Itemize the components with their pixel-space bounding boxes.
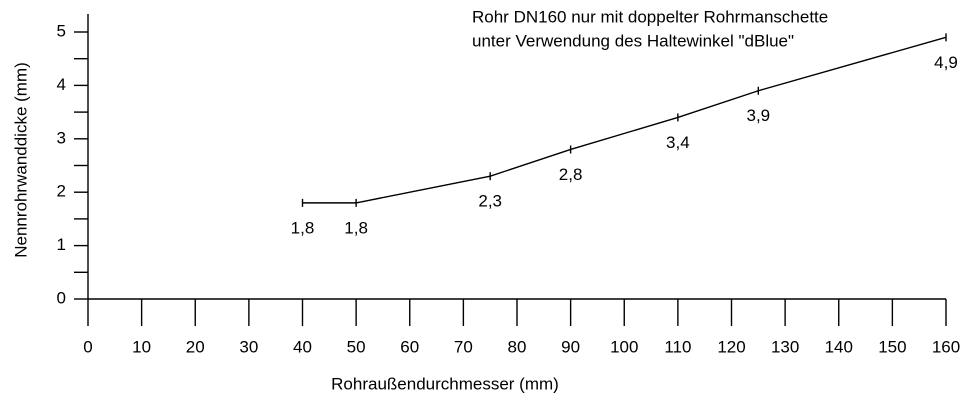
y-tick-label: 5	[57, 21, 66, 40]
x-tick-label: 30	[239, 337, 258, 356]
y-axis-label: Nennrohrwanddicke (mm)	[11, 62, 30, 258]
x-tick-label: 150	[878, 337, 906, 356]
y-tick-label: 2	[57, 182, 66, 201]
x-tick-label: 20	[186, 337, 205, 356]
x-tick-label: 40	[293, 337, 312, 356]
y-tick-label: 1	[57, 235, 66, 254]
x-tick-label: 70	[454, 337, 473, 356]
x-tick-label: 110	[664, 337, 691, 356]
data-label: 3,4	[666, 133, 690, 152]
x-tick-label: 160	[932, 337, 960, 356]
data-label: 2,3	[478, 192, 502, 211]
data-label: 1,8	[291, 218, 315, 237]
y-tick-label: 0	[57, 288, 66, 307]
data-label: 4,9	[934, 53, 958, 72]
x-tick-label: 100	[610, 337, 638, 356]
line	[302, 36, 947, 204]
data-label: 3,9	[746, 106, 770, 125]
annotation: Rohr DN160 nur mit doppelter Rohrmansche…	[472, 7, 828, 26]
x-tick-label: 0	[83, 337, 92, 356]
x-axis-label: Rohraußendurchmesser (mm)	[331, 374, 559, 393]
data-label: 1,8	[344, 218, 368, 237]
x-tick-label: 10	[132, 337, 151, 356]
x-tick-label: 140	[825, 337, 853, 356]
annotation: unter Verwendung des Haltewinkel "dBlue"	[472, 31, 794, 50]
x-tick-label: 80	[508, 337, 527, 356]
x-tick-label: 120	[717, 337, 745, 356]
y-tick-label: 3	[57, 128, 66, 147]
x-tick-label: 130	[771, 337, 799, 356]
x-tick-label: 60	[400, 337, 419, 356]
x-tick-label: 90	[561, 337, 580, 356]
y-tick-label: 4	[57, 75, 66, 94]
data-label: 2,8	[559, 165, 583, 184]
x-tick-label: 50	[347, 337, 366, 356]
